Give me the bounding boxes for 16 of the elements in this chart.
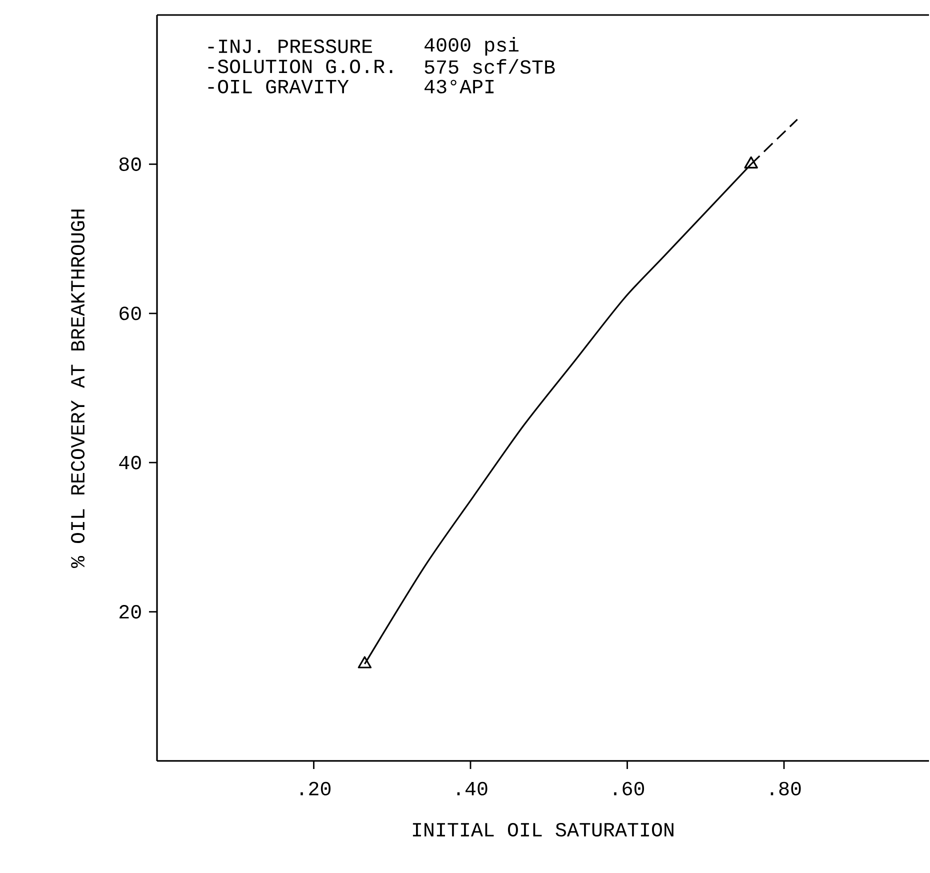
x-tick-label: .60 (614, 782, 644, 796)
y-tick-label: 60 (120, 306, 141, 320)
y-tick-label: 40 (119, 456, 141, 470)
annotation: 43°API (424, 80, 494, 94)
y-axis-title: % OIL RECOVERY AT BREAKTHROUGH (71, 210, 85, 568)
y-tick-label: 80 (119, 157, 141, 171)
annotation: -INJ. PRESSURE (208, 40, 372, 54)
x-tick-label: .40 (457, 782, 488, 796)
x-tick-label: .80 (770, 782, 801, 796)
annotation: -SOLUTION G.O.R. (208, 60, 392, 74)
x-tick-label: .20 (300, 782, 331, 796)
x-axis-title: INITIAL OIL SATURATION (412, 822, 674, 837)
annotation: -OIL GRAVITY (208, 80, 349, 94)
annotation: 575 scf/STB (424, 59, 555, 74)
y-tick-label: 20 (120, 605, 141, 619)
annotation: 4000 psi (424, 37, 519, 56)
